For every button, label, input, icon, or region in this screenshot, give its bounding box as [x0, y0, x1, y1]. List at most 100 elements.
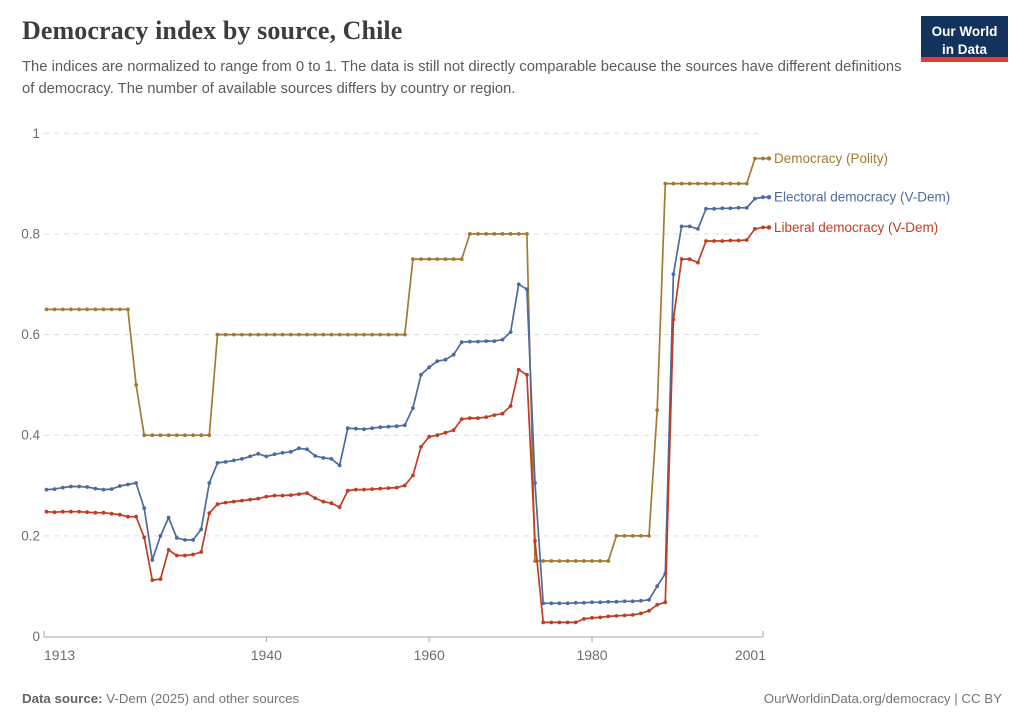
- data-point: [305, 447, 309, 452]
- data-point: [598, 600, 603, 605]
- data-point: [468, 339, 472, 344]
- data-point: [728, 238, 733, 243]
- data-point: [44, 307, 49, 312]
- data-point: [313, 496, 318, 500]
- data-point: [549, 601, 554, 606]
- data-point: [712, 206, 716, 211]
- legend-label-2[interactable]: Liberal democracy (V-Dem): [774, 220, 938, 235]
- data-point: [191, 538, 196, 542]
- data-point: [329, 457, 334, 461]
- data-point: [329, 501, 334, 506]
- owid-logo-line1: Our World: [931, 24, 998, 39]
- data-point: [158, 577, 163, 581]
- data-point: [427, 365, 432, 370]
- data-point: [687, 257, 692, 261]
- data-point: [598, 615, 603, 620]
- data-point: [305, 491, 309, 495]
- data-point: [720, 206, 725, 211]
- legend-label-0[interactable]: Democracy (Polity): [774, 151, 888, 166]
- data-point: [492, 413, 497, 417]
- data-point: [386, 332, 391, 337]
- data-point: [541, 601, 546, 606]
- data-point: [476, 339, 480, 344]
- data-point: [321, 499, 326, 504]
- data-point: [394, 424, 399, 429]
- data-point: [207, 433, 212, 438]
- data-point: [728, 181, 733, 186]
- data-point: [321, 332, 326, 337]
- legend-marker-dot: [766, 156, 772, 161]
- x-axis-tick-label: 1960: [414, 647, 445, 663]
- data-point: [451, 257, 456, 261]
- data-point: [508, 330, 513, 334]
- data-point: [411, 473, 415, 478]
- legend-label-1[interactable]: Electoral democracy (V-Dem): [774, 190, 950, 205]
- data-point: [622, 613, 627, 618]
- data-point: [166, 548, 171, 552]
- data-point: [647, 608, 651, 613]
- data-point: [150, 578, 155, 582]
- data-point: [639, 598, 643, 603]
- y-axis-tick-label: 0.6: [21, 327, 40, 342]
- data-point: [516, 367, 521, 372]
- data-point: [394, 485, 399, 490]
- data-point: [427, 434, 432, 439]
- data-point: [199, 550, 204, 554]
- data-point: [166, 433, 171, 438]
- data-point: [272, 493, 277, 498]
- data-point: [142, 433, 147, 438]
- x-axis-tick-label: 1940: [251, 647, 282, 663]
- data-point: [468, 232, 472, 236]
- data-point: [288, 493, 293, 497]
- data-point: [345, 332, 350, 337]
- data-point: [69, 484, 73, 489]
- data-point: [183, 538, 187, 542]
- data-point: [199, 527, 204, 532]
- data-point: [573, 559, 578, 563]
- data-point: [443, 430, 448, 435]
- data-point: [753, 156, 757, 161]
- data-point: [573, 600, 578, 605]
- data-point: [158, 433, 163, 438]
- data-point: [606, 614, 611, 619]
- data-point: [142, 506, 147, 511]
- data-point: [500, 337, 505, 342]
- legend-marker-dot: [766, 195, 772, 200]
- data-point: [598, 559, 603, 563]
- data-point: [362, 427, 366, 432]
- data-point: [484, 339, 489, 343]
- data-point: [370, 487, 375, 491]
- data-point: [443, 257, 448, 261]
- data-point: [101, 487, 106, 492]
- data-point: [378, 486, 383, 491]
- data-point: [443, 357, 448, 362]
- data-point: [565, 601, 570, 606]
- owid-logo-line2: in Data: [941, 41, 987, 57]
- data-point: [370, 426, 375, 431]
- data-point: [215, 332, 220, 337]
- x-axis-tick-label: 2001: [735, 647, 766, 663]
- data-point: [60, 509, 65, 514]
- chart-footer: Data source: V-Dem (2025) and other sour…: [22, 691, 1002, 706]
- data-point: [712, 181, 716, 186]
- data-point: [565, 559, 570, 563]
- data-point: [622, 599, 627, 604]
- data-point: [166, 515, 171, 520]
- data-point: [590, 616, 594, 620]
- data-point: [516, 232, 521, 236]
- data-point: [647, 534, 651, 538]
- data-point: [191, 433, 196, 438]
- data-point: [77, 307, 81, 312]
- data-point: [606, 559, 611, 563]
- data-point: [321, 456, 326, 460]
- license-note[interactable]: OurWorldinData.org/democracy | CC BY: [763, 691, 1002, 706]
- data-point: [663, 181, 668, 186]
- data-point: [557, 601, 562, 606]
- data-point: [313, 332, 318, 337]
- data-point: [44, 487, 49, 492]
- data-point: [419, 257, 423, 261]
- data-point: [248, 454, 253, 459]
- data-point: [142, 535, 147, 540]
- data-point: [248, 497, 253, 502]
